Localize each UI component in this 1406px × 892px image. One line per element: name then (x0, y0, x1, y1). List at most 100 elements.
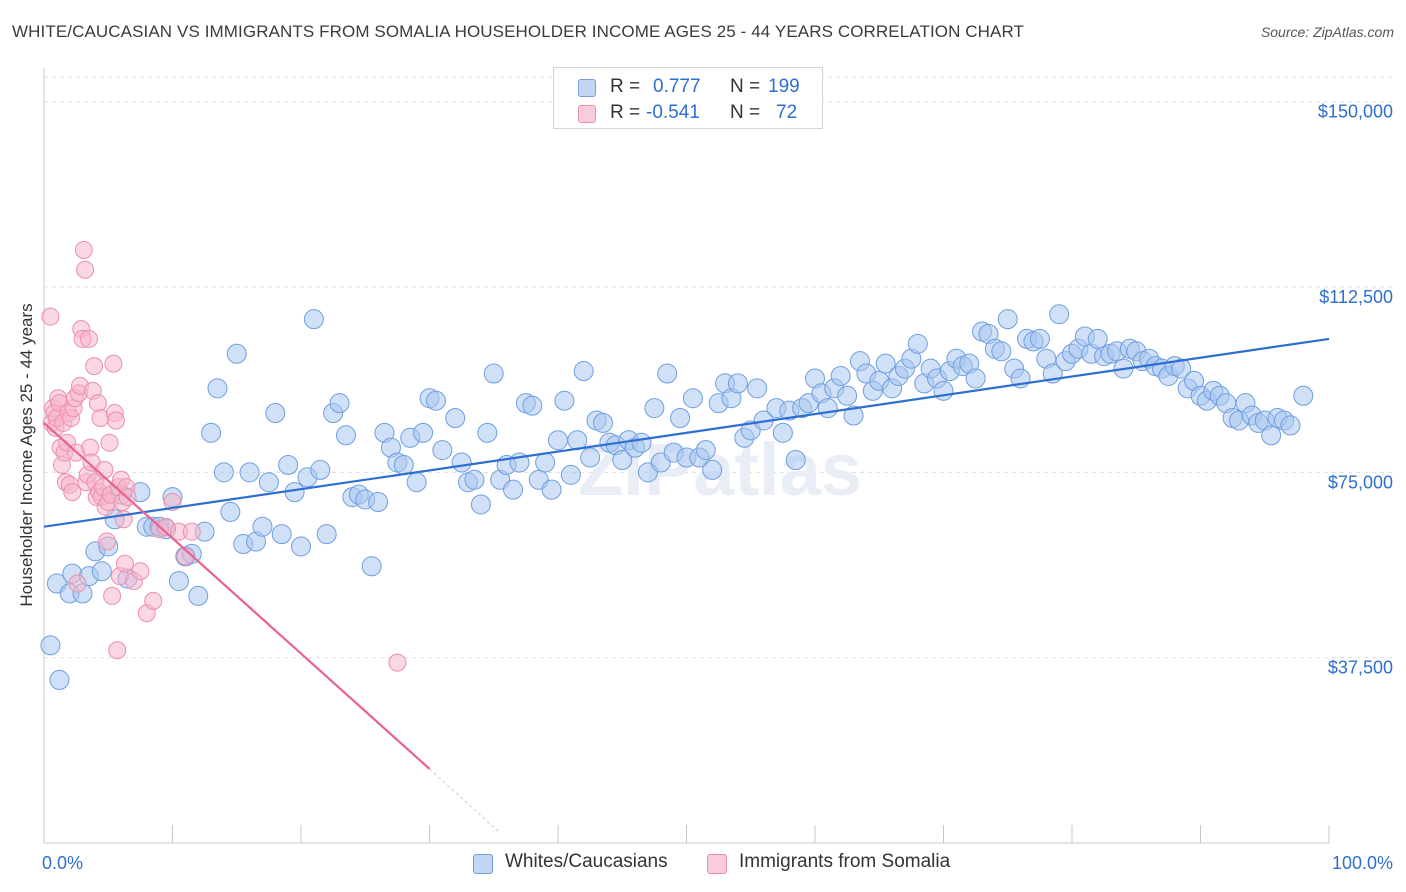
r-label: R = (610, 102, 641, 123)
point-whites (91, 561, 112, 582)
point-whites (695, 440, 716, 461)
point-whites (239, 462, 260, 483)
point-whites (361, 556, 382, 577)
point-whites (413, 422, 434, 443)
point-whites (843, 405, 864, 426)
point-whites (40, 635, 61, 656)
bottom-swatch-blue (473, 854, 493, 874)
n-value: 199 (768, 76, 800, 97)
point-whites (213, 462, 234, 483)
point-somalia (41, 307, 60, 326)
point-somalia (103, 586, 122, 605)
y-axis-title: Householder Income Ages 25 - 44 years (17, 303, 36, 606)
point-somalia (100, 433, 119, 452)
trend-line-somalia (43, 422, 431, 770)
r-label: R = (610, 76, 641, 97)
point-whites (965, 368, 986, 389)
point-whites (554, 390, 575, 411)
point-whites (785, 450, 806, 470)
trend-lines (43, 337, 1330, 834)
point-whites (470, 494, 491, 515)
x-tick-label: 0.0% (42, 853, 83, 873)
point-somalia (76, 260, 95, 279)
point-whites (830, 365, 851, 386)
grid-lines (44, 76, 1394, 659)
point-whites (541, 479, 562, 500)
y-tick-label: $37,500 (1328, 658, 1393, 678)
x-tick-label: 100.0% (1332, 853, 1393, 873)
point-whites (291, 536, 311, 557)
point-whites (406, 472, 427, 493)
point-somalia (85, 357, 104, 376)
point-whites (220, 501, 241, 522)
point-whites (445, 407, 466, 428)
point-whites (503, 479, 524, 500)
point-whites (933, 380, 954, 401)
point-whites (670, 407, 691, 428)
point-whites (727, 373, 748, 394)
point-somalia (115, 554, 134, 573)
axis-labels: $37,500 $75,000 $112,500 $150,000 0.0% 100.0% (42, 102, 1393, 873)
bottom-legend-label: Whites/Caucasians (505, 851, 668, 872)
point-whites (278, 454, 299, 475)
point-whites (252, 516, 273, 537)
y-tick-label: $112,500 (1319, 287, 1393, 307)
point-whites (772, 422, 793, 443)
point-whites (837, 385, 858, 406)
point-whites (1087, 328, 1108, 349)
trend-line-somalia-extension (429, 768, 501, 834)
point-whites (907, 333, 928, 354)
y-tick-label: $150,000 (1318, 102, 1393, 122)
point-whites (522, 395, 543, 416)
point-whites (580, 447, 601, 468)
point-whites (265, 403, 286, 424)
point-whites (682, 388, 703, 409)
point-whites (702, 459, 723, 480)
bottom-swatch-pink (707, 854, 727, 874)
point-whites (535, 452, 556, 473)
n-value: 72 (776, 102, 798, 123)
point-whites (335, 425, 356, 446)
point-whites (817, 398, 838, 419)
legend-swatch-blue (578, 79, 596, 97)
point-whites (644, 398, 665, 419)
point-whites (271, 524, 292, 545)
point-whites (1049, 304, 1070, 325)
point-whites (657, 363, 678, 384)
point-whites (573, 361, 594, 382)
point-whites (1261, 425, 1282, 446)
point-whites (303, 309, 324, 330)
point-whites (612, 450, 633, 470)
point-somalia (104, 354, 123, 373)
point-whites (258, 472, 279, 493)
point-whites (991, 341, 1012, 362)
point-somalia (97, 532, 116, 551)
point-whites (226, 343, 247, 364)
n-label: N = (730, 102, 761, 123)
point-whites (631, 432, 652, 453)
point-whites (368, 492, 389, 513)
point-whites (201, 422, 222, 443)
point-somalia (68, 574, 87, 593)
point-whites (1171, 358, 1192, 379)
point-whites (207, 378, 228, 399)
point-whites (310, 459, 331, 480)
point-whites (560, 464, 581, 485)
point-somalia (182, 522, 201, 541)
point-whites (464, 469, 485, 490)
point-whites (425, 390, 446, 411)
point-somalia (144, 591, 163, 610)
legend-swatch-pink (578, 105, 596, 123)
point-whites (548, 430, 568, 451)
point-whites (477, 422, 498, 443)
point-whites (329, 393, 350, 414)
bottom-legend-label: Immigrants from Somalia (739, 851, 951, 872)
point-somalia (88, 394, 107, 413)
point-whites (168, 571, 189, 592)
point-somalia (388, 653, 407, 672)
trend-line-whites (43, 337, 1330, 528)
point-whites (1280, 415, 1301, 436)
r-value: 0.777 (653, 76, 701, 97)
source-label: Source: ZipAtlas.com (1260, 24, 1394, 40)
